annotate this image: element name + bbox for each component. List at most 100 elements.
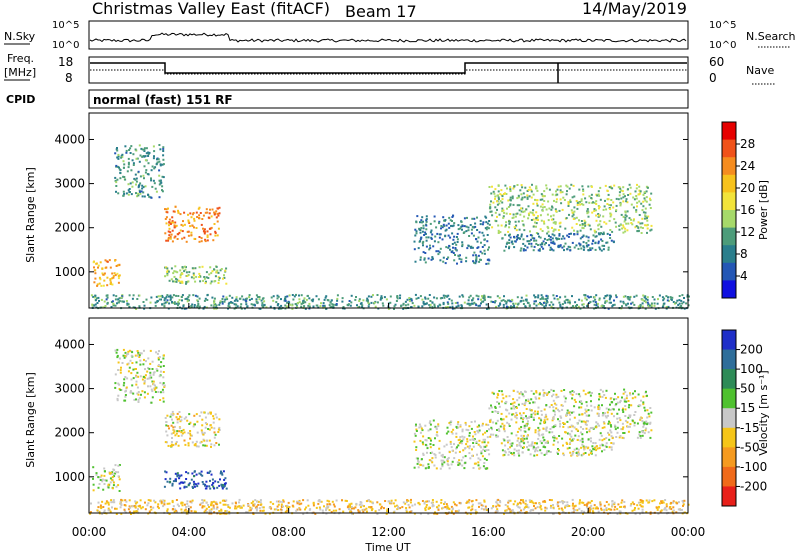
data-cell	[504, 509, 507, 512]
data-cell	[462, 295, 465, 298]
data-cell	[297, 508, 300, 511]
data-cell	[168, 427, 170, 430]
data-cell	[393, 305, 396, 308]
data-cell	[560, 389, 563, 392]
data-cell	[512, 405, 515, 408]
data-cell	[532, 416, 535, 419]
data-cell	[335, 509, 338, 512]
data-cell	[136, 350, 139, 352]
data-cell	[166, 272, 169, 275]
data-cell	[147, 153, 150, 155]
data-cell	[494, 188, 497, 191]
data-cell	[122, 300, 125, 303]
data-cell	[522, 412, 525, 415]
data-cell	[191, 224, 194, 227]
data-cell	[538, 393, 541, 396]
data-cell	[629, 504, 632, 507]
data-cell	[130, 145, 133, 148]
colorbar-swatch	[722, 174, 736, 193]
data-cell	[217, 481, 220, 484]
data-cell	[644, 199, 647, 202]
data-cell	[254, 499, 257, 502]
data-cell	[142, 301, 145, 303]
data-cell	[574, 434, 577, 437]
data-cell	[530, 509, 533, 511]
freq-tick-bottom: 8	[65, 71, 73, 85]
data-cell	[670, 298, 673, 301]
data-cell	[498, 430, 501, 432]
data-cell	[183, 503, 186, 506]
data-cell	[534, 198, 536, 201]
data-cell	[551, 226, 553, 229]
data-cell	[572, 411, 575, 414]
data-cell	[455, 425, 458, 428]
data-cell	[546, 441, 549, 444]
data-cell	[645, 190, 648, 193]
data-cell	[589, 295, 592, 298]
data-cell	[609, 397, 612, 400]
data-cell	[542, 297, 545, 300]
data-cell	[540, 193, 543, 196]
data-cell	[572, 502, 574, 505]
data-cell	[429, 428, 432, 431]
data-cell	[539, 298, 542, 301]
data-cell	[230, 301, 232, 304]
data-cell	[451, 449, 454, 452]
colorbar-swatch	[722, 157, 736, 176]
data-cell	[97, 296, 100, 299]
data-cell	[468, 296, 471, 299]
data-cell	[545, 304, 547, 307]
data-cell	[222, 470, 225, 473]
data-cell	[472, 467, 475, 469]
data-cell	[172, 272, 175, 275]
data-cell	[607, 408, 610, 411]
data-cell	[644, 409, 647, 412]
data-cell	[494, 410, 497, 413]
data-cell	[505, 221, 508, 224]
data-cell	[105, 500, 108, 503]
data-cell	[166, 441, 168, 444]
data-cell	[187, 280, 190, 283]
data-cell	[517, 196, 520, 199]
data-cell	[624, 227, 627, 230]
data-cell	[566, 443, 569, 445]
data-cell	[198, 206, 201, 209]
data-cell	[595, 219, 598, 222]
data-cell	[481, 300, 484, 303]
data-cell	[600, 305, 603, 308]
colorbar-tick-label: 50	[740, 382, 755, 396]
data-cell	[530, 443, 533, 446]
data-cell	[255, 508, 258, 510]
data-cell	[612, 408, 615, 411]
data-cell	[208, 428, 211, 431]
data-cell	[106, 501, 109, 504]
data-cell	[117, 301, 120, 304]
data-cell	[569, 451, 572, 454]
data-cell	[636, 436, 639, 439]
data-cell	[189, 432, 192, 435]
data-cell	[335, 303, 338, 305]
data-cell	[438, 251, 441, 254]
data-cell	[511, 242, 514, 245]
data-cell	[604, 412, 606, 415]
data-cell	[513, 448, 516, 451]
data-cell	[518, 506, 521, 509]
data-cell	[207, 428, 210, 430]
data-cell	[556, 503, 559, 506]
data-cell	[520, 210, 523, 213]
data-cell	[171, 508, 174, 511]
data-cell	[401, 506, 404, 509]
data-cell	[550, 208, 553, 211]
data-cell	[625, 222, 628, 225]
data-cell	[516, 212, 519, 215]
data-cell	[510, 432, 513, 435]
data-cell	[119, 369, 122, 372]
data-cell	[605, 222, 608, 225]
data-cell	[265, 306, 268, 309]
data-cell	[686, 295, 689, 298]
data-cell	[440, 459, 443, 462]
data-cell	[661, 501, 663, 504]
data-cell	[510, 407, 513, 410]
data-cell	[262, 509, 265, 512]
data-cell	[584, 408, 587, 411]
